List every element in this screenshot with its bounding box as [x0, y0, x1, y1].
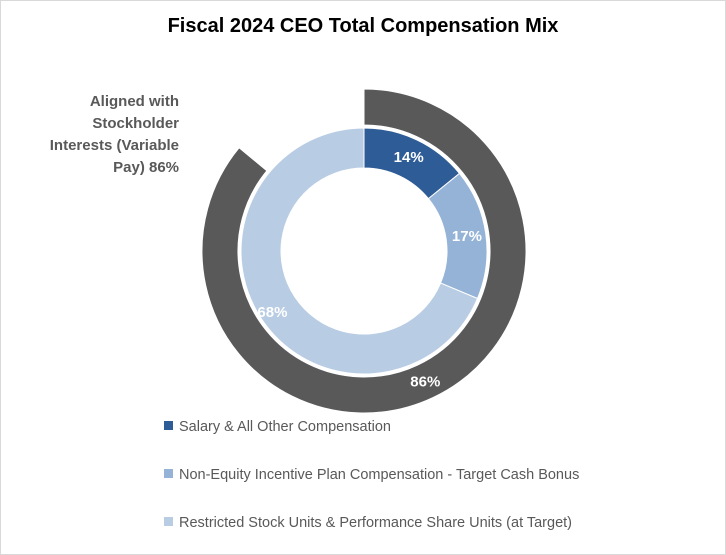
outer-ring-slice-1 — [238, 88, 365, 172]
callout-line-3: Interests (Variable — [49, 137, 179, 154]
outer-ring-slice-0 — [201, 88, 527, 414]
inner-ring-label-2: 68% — [257, 304, 287, 321]
callout-line-2: Stockholder — [92, 115, 179, 132]
legend-swatch-cash-bonus — [164, 469, 173, 478]
inner-ring-slice-2 — [240, 127, 479, 375]
inner-ring-label-1: 17% — [452, 228, 482, 245]
variable-pay-callout: Aligned with Stockholder Interests (Vari… — [21, 91, 179, 179]
donut-chart: 86% 14% 17% 68% — [201, 88, 527, 414]
callout-line-1: Aligned with — [89, 93, 179, 110]
legend-label-equity: Restricted Stock Units & Performance Sha… — [179, 515, 572, 531]
chart-title: Fiscal 2024 CEO Total Compensation Mix — [167, 15, 559, 37]
callout-line-4: Pay) 86% — [113, 159, 179, 176]
outer-ring-label-0: 86% — [410, 373, 440, 390]
legend-swatch-equity — [164, 517, 173, 526]
legend-label-cash-bonus: Non-Equity Incentive Plan Compensation -… — [179, 467, 580, 483]
legend-item-salary: Salary & All Other Compensation — [164, 419, 391, 435]
legend-label-salary: Salary & All Other Compensation — [179, 419, 391, 435]
legend-item-cash-bonus: Non-Equity Incentive Plan Compensation -… — [164, 467, 579, 483]
legend-item-equity: Restricted Stock Units & Performance Sha… — [164, 515, 572, 531]
legend-swatch-salary — [164, 421, 173, 430]
inner-ring-label-0: 14% — [394, 149, 424, 166]
